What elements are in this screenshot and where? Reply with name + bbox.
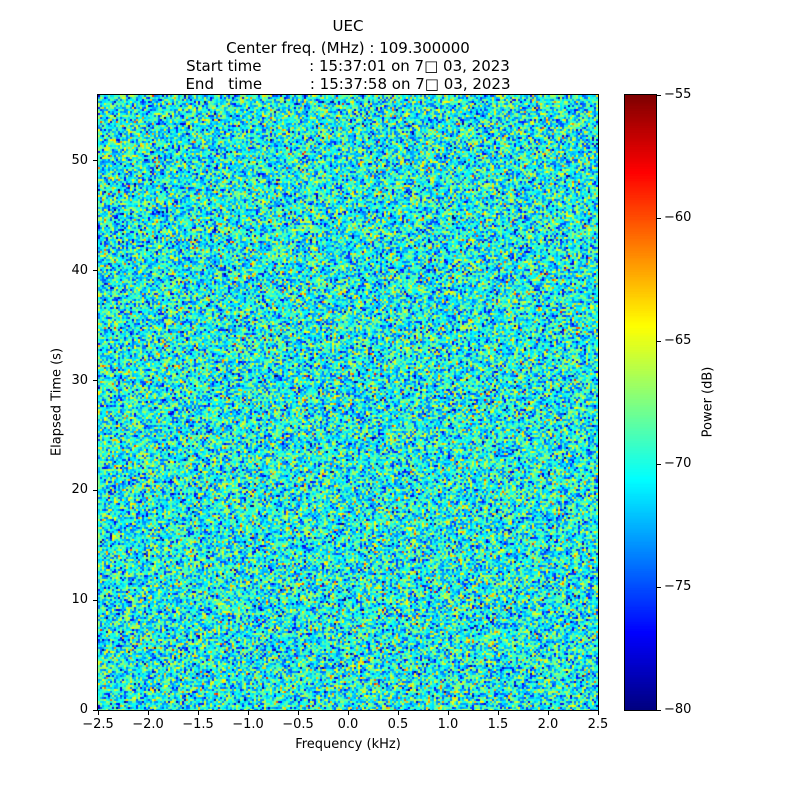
x-tick-label: 0.5 bbox=[378, 717, 418, 732]
x-tick-label: 2.0 bbox=[528, 717, 568, 732]
y-tick-mark bbox=[93, 380, 97, 381]
y-tick-label: 20 bbox=[58, 482, 88, 497]
y-tick-mark bbox=[93, 160, 97, 161]
y-axis-label: Elapsed Time (s) bbox=[50, 348, 65, 456]
x-tick-mark bbox=[98, 711, 99, 715]
y-tick-label: 0 bbox=[58, 702, 88, 717]
x-tick-label: −0.5 bbox=[278, 717, 318, 732]
colorbar-tick-mark bbox=[657, 587, 661, 588]
colorbar bbox=[624, 94, 657, 711]
y-tick-mark bbox=[93, 600, 97, 601]
y-tick-mark bbox=[93, 710, 97, 711]
spectrogram-heatmap bbox=[97, 94, 599, 711]
colorbar-tick-mark bbox=[657, 341, 661, 342]
colorbar-tick-label: −55 bbox=[664, 87, 691, 102]
x-tick-label: −2.0 bbox=[128, 717, 168, 732]
x-tick-mark bbox=[298, 711, 299, 715]
x-tick-mark bbox=[548, 711, 549, 715]
y-tick-label: 50 bbox=[58, 153, 88, 168]
colorbar-tick-mark bbox=[657, 95, 661, 96]
colorbar-tick-label: −80 bbox=[664, 702, 691, 717]
x-tick-label: −2.5 bbox=[78, 717, 118, 732]
x-tick-mark bbox=[148, 711, 149, 715]
x-tick-mark bbox=[398, 711, 399, 715]
colorbar-tick-mark bbox=[657, 464, 661, 465]
y-tick-label: 30 bbox=[58, 373, 88, 388]
x-tick-label: −1.0 bbox=[228, 717, 268, 732]
end-time-line: End time : 15:37:58 on 7□ 03, 2023 bbox=[98, 75, 598, 93]
y-tick-label: 10 bbox=[58, 592, 88, 607]
x-tick-label: 1.0 bbox=[428, 717, 468, 732]
plot-title: UEC bbox=[98, 17, 598, 35]
x-tick-mark bbox=[598, 711, 599, 715]
x-tick-label: −1.5 bbox=[178, 717, 218, 732]
colorbar-tick-mark bbox=[657, 710, 661, 711]
x-tick-label: 1.5 bbox=[478, 717, 518, 732]
colorbar-tick-mark bbox=[657, 218, 661, 219]
center-freq-line: Center freq. (MHz) : 109.300000 bbox=[98, 39, 598, 57]
x-tick-mark bbox=[498, 711, 499, 715]
colorbar-tick-label: −65 bbox=[664, 333, 691, 348]
y-tick-label: 40 bbox=[58, 263, 88, 278]
start-time-line: Start time : 15:37:01 on 7□ 03, 2023 bbox=[98, 57, 598, 75]
y-tick-mark bbox=[93, 490, 97, 491]
x-axis-label: Frequency (kHz) bbox=[98, 737, 598, 752]
x-tick-mark bbox=[198, 711, 199, 715]
colorbar-tick-label: −60 bbox=[664, 210, 691, 225]
x-tick-label: 2.5 bbox=[578, 717, 618, 732]
colorbar-tick-label: −75 bbox=[664, 579, 691, 594]
colorbar-tick-label: −70 bbox=[664, 456, 691, 471]
x-tick-mark bbox=[248, 711, 249, 715]
y-tick-mark bbox=[93, 270, 97, 271]
colorbar-label: Power (dB) bbox=[701, 367, 716, 438]
x-tick-mark bbox=[448, 711, 449, 715]
x-tick-mark bbox=[348, 711, 349, 715]
x-tick-label: 0.0 bbox=[328, 717, 368, 732]
spectrogram-figure: UEC Center freq. (MHz) : 109.300000 Star… bbox=[0, 0, 800, 800]
